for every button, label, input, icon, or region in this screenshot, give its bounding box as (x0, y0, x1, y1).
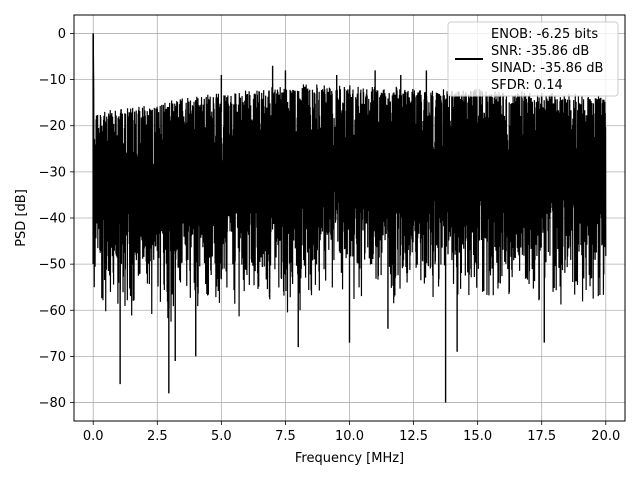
legend-entry-line: ENOB: -6.25 bits (491, 27, 598, 42)
x-axis-label: Frequency [MHz] (295, 451, 404, 466)
x-tick-label: 17.5 (527, 429, 556, 444)
x-tick-label: 2.5 (147, 429, 168, 444)
y-tick-label: −50 (39, 258, 66, 273)
legend-entry-line: SFDR: 0.14 (491, 78, 563, 93)
y-tick-label: −10 (39, 73, 66, 88)
y-tick-label: −60 (39, 304, 66, 319)
y-tick-label: −40 (39, 212, 66, 227)
legend-text: ENOB: -6.25 bits SNR: -35.86 dB SINAD: -35… (491, 27, 603, 93)
legend-entry-line: SNR: -35.86 dB (491, 44, 589, 59)
legend: ENOB: -6.25 bits SNR: -35.86 dB SINAD: -35… (447, 21, 619, 97)
legend-box (447, 21, 619, 97)
y-tick-label: −30 (39, 165, 66, 180)
x-tick-label: 5.0 (211, 429, 232, 444)
x-tick-label: 12.5 (399, 429, 428, 444)
x-tick-label: 7.5 (275, 429, 296, 444)
y-tick-label: −70 (39, 350, 66, 365)
x-axis-ticks: 0.0 2.5 5.0 7.5 10.0 12.5 15.0 17.5 20.0 (83, 421, 620, 444)
legend-entry-line: SINAD: -35.86 dB (491, 61, 603, 76)
y-tick-label: −80 (39, 396, 66, 411)
y-tick-label: −20 (39, 119, 66, 134)
x-tick-label: 20.0 (591, 429, 620, 444)
plot-area (92, 33, 607, 403)
y-axis-label: PSD [dB] (14, 189, 29, 247)
x-tick-label: 10.0 (335, 429, 364, 444)
psd-trace (92, 33, 607, 322)
x-tick-label: 15.0 (463, 429, 492, 444)
series-layer (92, 33, 607, 403)
y-tick-label: 0 (58, 27, 66, 42)
y-axis-ticks: 0 −10 −20 −30 −40 −50 −60 −70 −80 (39, 27, 74, 411)
x-tick-label: 0.0 (83, 429, 104, 444)
